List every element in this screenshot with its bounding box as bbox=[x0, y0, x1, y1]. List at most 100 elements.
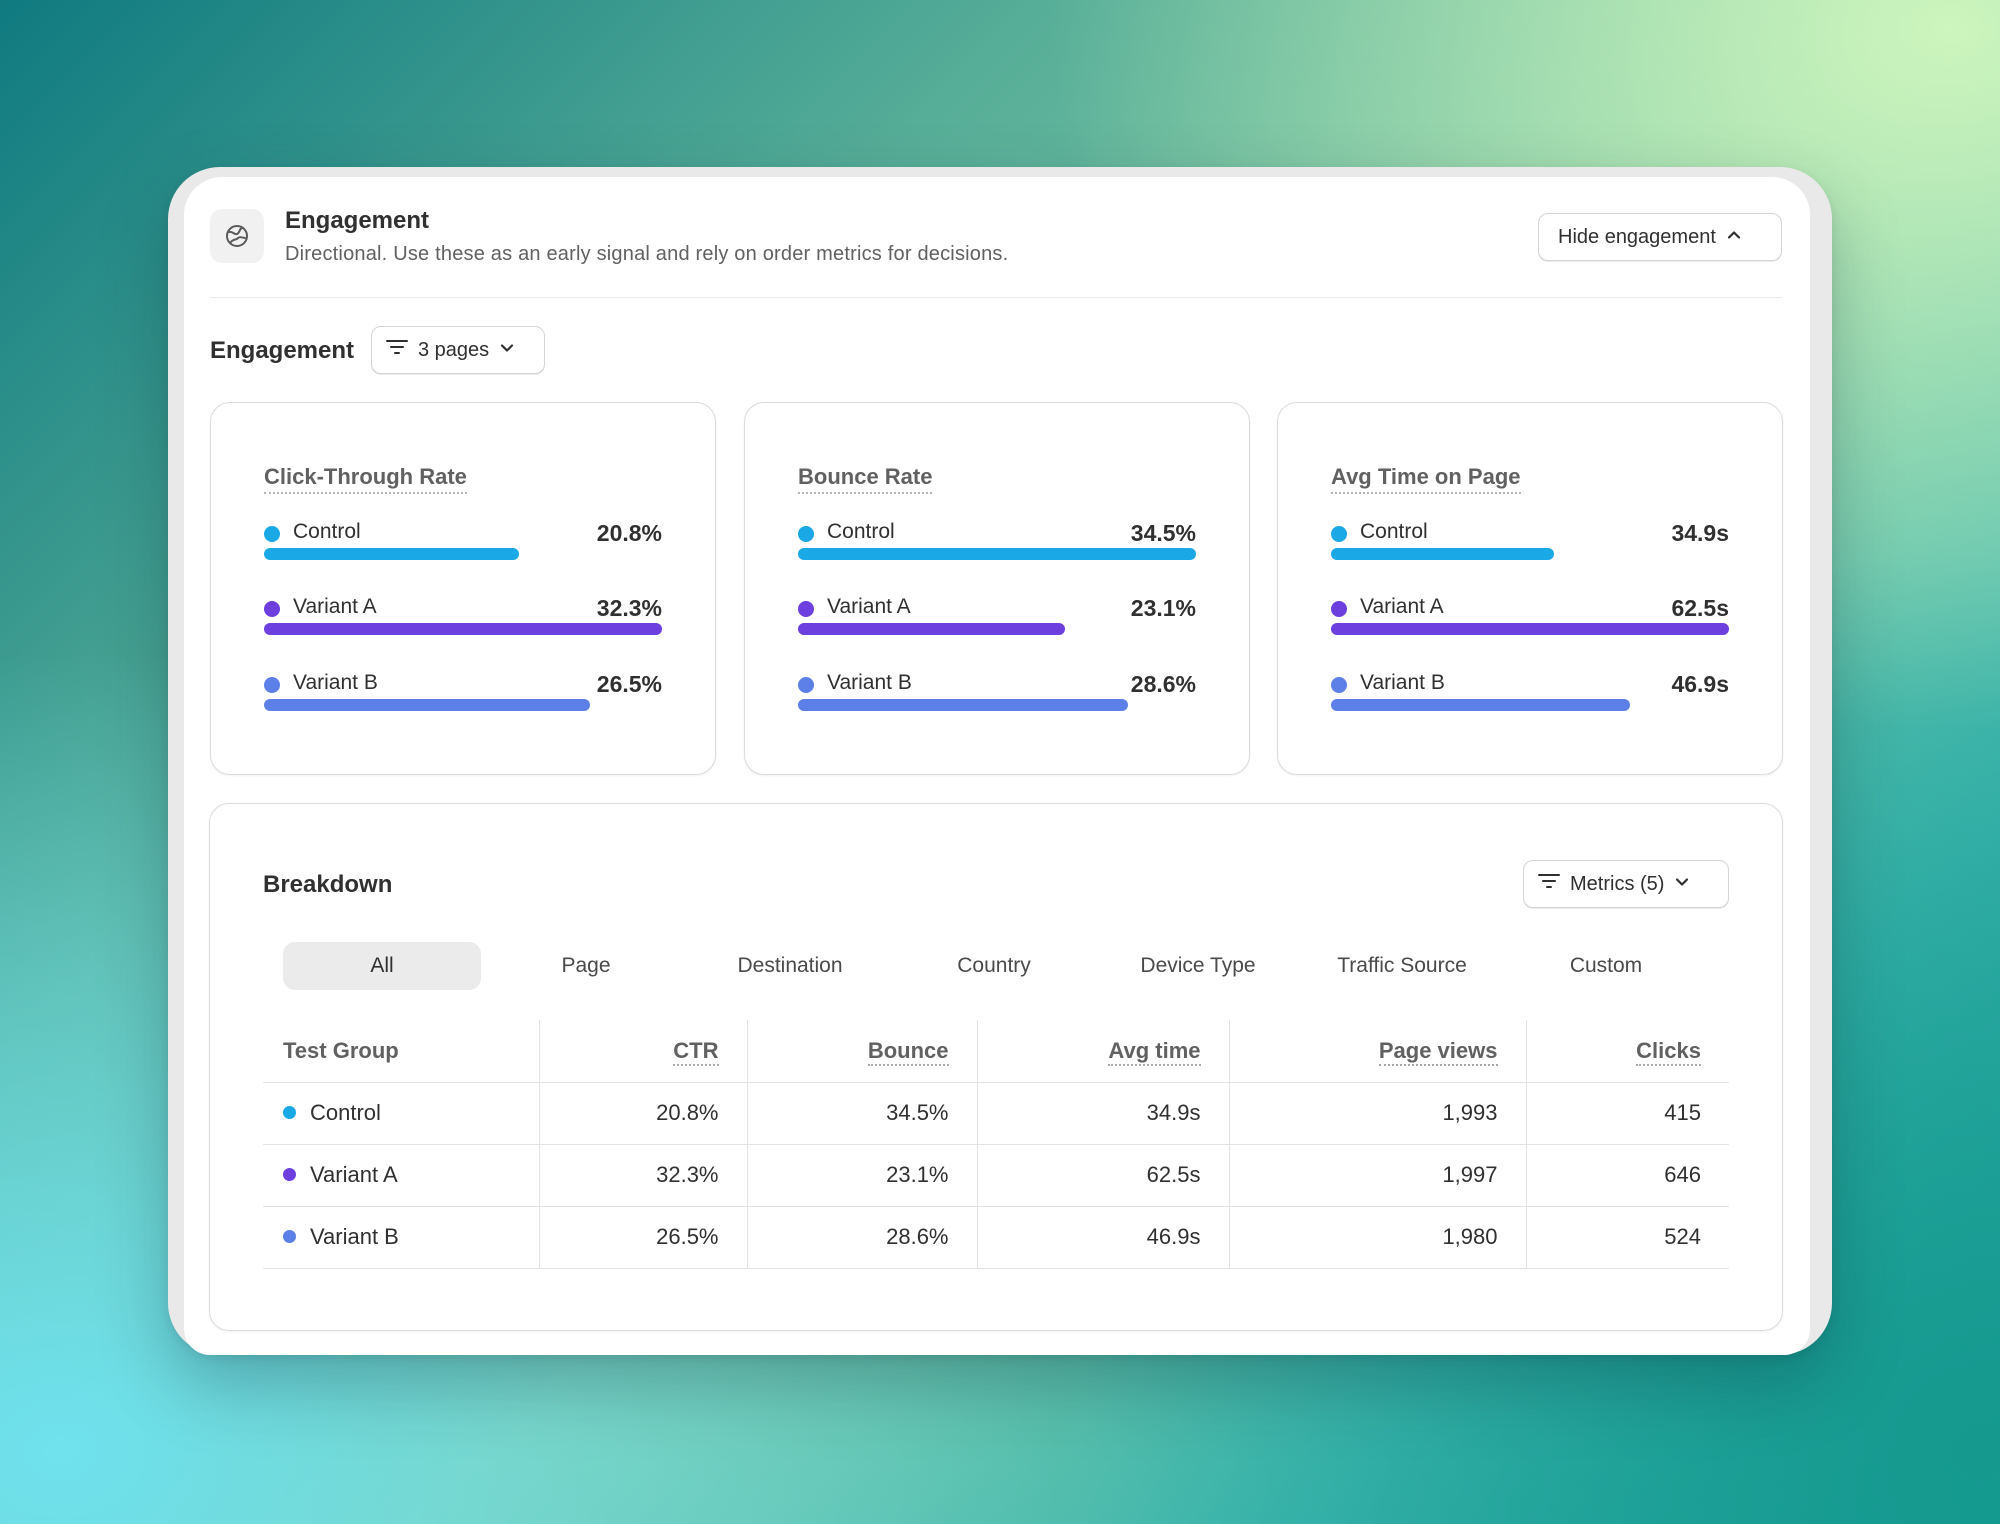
card-row-variant-b: Variant B 26.5% bbox=[264, 671, 662, 731]
header-title: Engagement bbox=[285, 207, 430, 234]
filter-icon bbox=[386, 338, 408, 362]
variant-b-dot bbox=[798, 677, 814, 693]
chevron-down-icon bbox=[499, 339, 515, 362]
cell-clicks: 646 bbox=[1525, 1144, 1729, 1207]
cell-avg-time: 34.9s bbox=[976, 1082, 1229, 1145]
cell-page-views: 1,993 bbox=[1228, 1082, 1526, 1145]
card-row-variant-b: Variant B 46.9s bbox=[1331, 671, 1729, 731]
row-bar bbox=[264, 699, 591, 711]
column-header-label: CTR bbox=[673, 1037, 719, 1066]
row-bar bbox=[1331, 623, 1729, 635]
cell-ctr: 26.5% bbox=[538, 1206, 747, 1269]
globe-icon bbox=[210, 209, 264, 263]
variant-a-dot bbox=[264, 601, 280, 617]
column-header-clicks[interactable]: Clicks bbox=[1525, 1020, 1729, 1083]
cell-clicks: 524 bbox=[1525, 1206, 1729, 1269]
row-label: Variant A bbox=[293, 595, 377, 618]
metrics-button[interactable]: Metrics (5) bbox=[1523, 860, 1729, 908]
row-value: 32.3% bbox=[596, 595, 662, 621]
row-bar bbox=[798, 699, 1129, 711]
pages-filter-button[interactable]: 3 pages bbox=[371, 326, 545, 374]
row-label: Control bbox=[293, 520, 361, 543]
cell-test-group: Variant B bbox=[263, 1206, 539, 1269]
card-row-control: Control 34.5% bbox=[798, 520, 1196, 580]
card-row-variant-b: Variant B 28.6% bbox=[798, 671, 1196, 731]
card-row-control: Control 34.9s bbox=[1331, 520, 1729, 580]
cell-label: Variant A bbox=[310, 1162, 398, 1187]
column-header-label: Page views bbox=[1378, 1037, 1498, 1066]
variant-a-dot bbox=[1331, 601, 1347, 617]
column-header-label: Clicks bbox=[1636, 1037, 1701, 1066]
cell-test-group: Variant A bbox=[263, 1144, 539, 1207]
breakdown-table: Test Group CTR Bounce Avg time Page view… bbox=[263, 1020, 1729, 1269]
cell-label: Variant B bbox=[310, 1224, 399, 1249]
card-title: Click-Through Rate bbox=[264, 464, 467, 494]
row-value: 20.8% bbox=[596, 520, 662, 546]
cell-page-views: 1,997 bbox=[1228, 1144, 1526, 1207]
column-header-page-views[interactable]: Page views bbox=[1228, 1020, 1526, 1083]
row-label: Variant A bbox=[1360, 595, 1444, 618]
metric-card-ctr: Click-Through Rate Control 20.8% Variant… bbox=[210, 402, 716, 775]
variant-a-dot bbox=[798, 601, 814, 617]
table-row: Variant B 26.5% 28.6% 46.9s 1,980 524 bbox=[263, 1206, 1729, 1269]
variant-b-dot bbox=[264, 677, 280, 693]
control-dot bbox=[283, 1106, 296, 1119]
breakdown-tabs: All Page Destination Country Device Type… bbox=[283, 942, 1679, 990]
row-value: 34.9s bbox=[1671, 520, 1729, 546]
row-label: Variant B bbox=[293, 671, 378, 694]
row-value: 62.5s bbox=[1671, 595, 1729, 621]
row-bar bbox=[1331, 699, 1630, 711]
breakdown-title: Breakdown bbox=[263, 871, 393, 898]
row-bar bbox=[798, 623, 1065, 635]
row-label: Control bbox=[827, 520, 895, 543]
row-bar bbox=[264, 623, 662, 635]
table-row: Variant A 32.3% 23.1% 62.5s 1,997 646 bbox=[263, 1144, 1729, 1207]
engagement-panel: Engagement Directional. Use these as an … bbox=[184, 177, 1810, 1355]
row-value: 46.9s bbox=[1671, 671, 1729, 697]
row-label: Control bbox=[1360, 520, 1428, 543]
variant-b-dot bbox=[283, 1230, 296, 1243]
metric-card-bounce: Bounce Rate Control 34.5% Variant A 23.1… bbox=[744, 402, 1250, 775]
header-divider bbox=[210, 297, 1782, 298]
hide-engagement-button[interactable]: Hide engagement bbox=[1538, 213, 1782, 261]
card-title: Avg Time on Page bbox=[1331, 464, 1521, 494]
card-row-control: Control 20.8% bbox=[264, 520, 662, 580]
tab-page[interactable]: Page bbox=[561, 954, 611, 977]
column-header-bounce[interactable]: Bounce bbox=[746, 1020, 977, 1083]
tab-device-type[interactable]: Device Type bbox=[1140, 954, 1256, 977]
cell-ctr: 32.3% bbox=[538, 1144, 747, 1207]
cell-avg-time: 46.9s bbox=[976, 1206, 1229, 1269]
tab-traffic-source[interactable]: Traffic Source bbox=[1337, 954, 1467, 977]
cell-ctr: 20.8% bbox=[538, 1082, 747, 1145]
card-row-variant-a: Variant A 32.3% bbox=[264, 595, 662, 655]
section-title: Engagement bbox=[210, 337, 355, 364]
row-label: Variant B bbox=[1360, 671, 1445, 694]
tab-destination[interactable]: Destination bbox=[737, 954, 843, 977]
variant-a-dot bbox=[283, 1168, 296, 1181]
row-label: Variant A bbox=[827, 595, 911, 618]
filter-icon bbox=[1538, 872, 1560, 896]
control-dot bbox=[264, 526, 280, 542]
column-header-test-group: Test Group bbox=[263, 1020, 539, 1083]
metric-card-avg-time: Avg Time on Page Control 34.9s Variant A… bbox=[1277, 402, 1783, 775]
cell-bounce: 34.5% bbox=[746, 1082, 977, 1145]
tab-all[interactable]: All bbox=[283, 942, 481, 990]
row-value: 23.1% bbox=[1130, 595, 1196, 621]
cell-clicks: 415 bbox=[1525, 1082, 1729, 1145]
cell-bounce: 28.6% bbox=[746, 1206, 977, 1269]
metrics-button-label: Metrics (5) bbox=[1570, 872, 1665, 895]
table-row: Control 20.8% 34.5% 34.9s 1,993 415 bbox=[263, 1082, 1729, 1145]
tab-country[interactable]: Country bbox=[957, 954, 1031, 977]
hide-engagement-label: Hide engagement bbox=[1558, 225, 1716, 248]
column-header-label: Bounce bbox=[867, 1037, 949, 1066]
column-header-avg-time[interactable]: Avg time bbox=[976, 1020, 1229, 1083]
column-header-ctr[interactable]: CTR bbox=[538, 1020, 747, 1083]
row-value: 26.5% bbox=[596, 671, 662, 697]
header-subtitle: Directional. Use these as an early signa… bbox=[285, 243, 1009, 265]
tab-custom[interactable]: Custom bbox=[1569, 954, 1643, 977]
cell-avg-time: 62.5s bbox=[976, 1144, 1229, 1207]
control-dot bbox=[1331, 526, 1347, 542]
card-row-variant-a: Variant A 62.5s bbox=[1331, 595, 1729, 655]
chevron-down-icon bbox=[1674, 873, 1690, 896]
column-header-label: Avg time bbox=[1108, 1037, 1201, 1066]
